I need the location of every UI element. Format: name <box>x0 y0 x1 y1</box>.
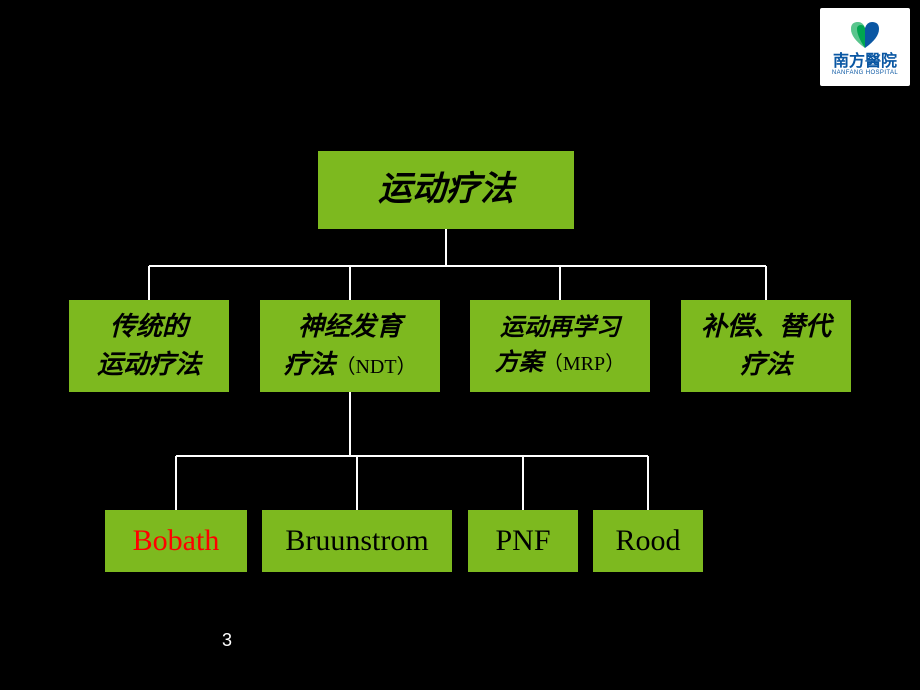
child-node-2: 运动再学习方案（MRP） <box>470 300 650 392</box>
page-number: 3 <box>222 630 232 651</box>
leaf-node-2: PNF <box>468 510 578 572</box>
hospital-logo: 南方醫院 NANFANG HOSPITAL <box>820 8 910 86</box>
child-node-1: 神经发育疗法（NDT） <box>260 300 440 392</box>
logo-subtitle: NANFANG HOSPITAL <box>832 70 898 76</box>
logo-title: 南方醫院 <box>833 54 897 70</box>
child-node-0: 传统的运动疗法 <box>69 300 229 392</box>
leaf-node-0: Bobath <box>105 510 247 572</box>
root-node: 运动疗法 <box>318 151 574 229</box>
leaf-node-1: Bruunstrom <box>262 510 452 572</box>
leaf-node-3: Rood <box>593 510 703 572</box>
heart-icon <box>845 18 885 52</box>
child-node-3: 补偿、替代疗法 <box>681 300 851 392</box>
